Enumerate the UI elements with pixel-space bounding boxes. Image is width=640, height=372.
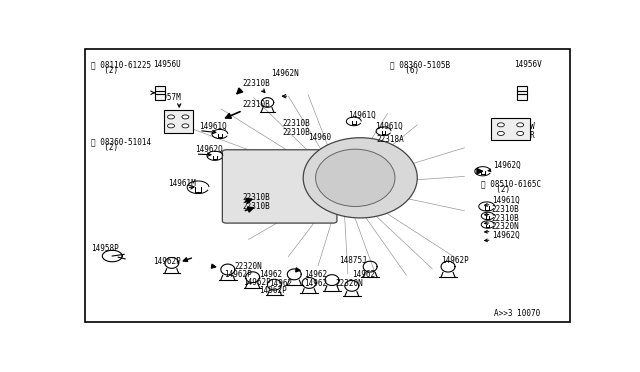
Text: 22310B: 22310B: [243, 100, 271, 109]
Text: 22320N: 22320N: [335, 279, 363, 288]
FancyBboxPatch shape: [85, 49, 570, 323]
Text: 22310B: 22310B: [492, 214, 520, 223]
Text: 22310B: 22310B: [243, 202, 271, 211]
Circle shape: [168, 115, 175, 119]
Circle shape: [516, 131, 524, 135]
Text: 14962P: 14962P: [154, 257, 181, 266]
Circle shape: [168, 124, 175, 128]
Text: 22310B: 22310B: [282, 128, 310, 137]
Text: 14962: 14962: [260, 270, 283, 279]
Text: 14962P: 14962P: [260, 286, 287, 295]
Text: 22318A: 22318A: [376, 135, 404, 144]
Text: 14962Q: 14962Q: [493, 161, 520, 170]
Ellipse shape: [316, 149, 395, 206]
Text: 22310B: 22310B: [243, 193, 271, 202]
Text: 14962N: 14962N: [271, 70, 299, 78]
Text: 14961Q: 14961Q: [492, 195, 520, 205]
Circle shape: [516, 123, 524, 127]
Text: 14961Q: 14961Q: [375, 122, 403, 131]
Text: Ⓢ 08360-5105B: Ⓢ 08360-5105B: [390, 60, 450, 69]
Text: 22320N: 22320N: [235, 262, 262, 271]
Bar: [518, 86, 527, 100]
Text: 14960: 14960: [308, 133, 332, 142]
FancyBboxPatch shape: [222, 150, 337, 223]
Text: 14958P: 14958P: [91, 244, 118, 253]
Text: Ⓢ 08510-6165C: Ⓢ 08510-6165C: [481, 179, 541, 189]
Text: A>>3 10070: A>>3 10070: [494, 309, 540, 318]
Text: 14962: 14962: [304, 270, 327, 279]
Text: 14956W: 14956W: [508, 122, 535, 131]
Text: (6): (6): [396, 66, 420, 75]
Text: 14961Q: 14961Q: [199, 122, 227, 131]
Text: 22310B: 22310B: [243, 79, 271, 88]
Text: 14962: 14962: [269, 279, 292, 288]
Bar: [491, 118, 530, 140]
Text: 22310B: 22310B: [282, 119, 310, 128]
Text: 14957M: 14957M: [154, 93, 181, 102]
Text: 22310B: 22310B: [492, 205, 520, 214]
Text: 14875J: 14875J: [339, 256, 367, 264]
Text: (2): (2): [95, 143, 118, 152]
Ellipse shape: [303, 138, 417, 218]
Text: 14962: 14962: [352, 270, 375, 279]
Text: 14957R: 14957R: [508, 131, 535, 140]
Text: Ⓑ 08110-61225: Ⓑ 08110-61225: [91, 60, 151, 69]
Bar: [156, 86, 165, 100]
Text: Ⓢ 08360-51014: Ⓢ 08360-51014: [91, 137, 151, 146]
Text: (2): (2): [486, 185, 510, 194]
Circle shape: [497, 123, 504, 127]
Text: 22320N: 22320N: [492, 222, 520, 231]
Circle shape: [497, 131, 504, 135]
Text: 14962Q: 14962Q: [196, 145, 223, 154]
Text: 14962P: 14962P: [441, 256, 469, 264]
Text: 14961M: 14961M: [168, 179, 196, 188]
Text: (2): (2): [95, 66, 118, 75]
Text: 14956U: 14956U: [154, 60, 181, 69]
Circle shape: [182, 124, 189, 128]
Circle shape: [182, 115, 189, 119]
Bar: [164, 110, 193, 132]
Text: 14956V: 14956V: [514, 60, 541, 69]
Text: 14962: 14962: [304, 279, 327, 288]
Text: 14962P: 14962P: [224, 270, 252, 279]
Text: 14961Q: 14961Q: [348, 111, 376, 120]
Text: 14962Q: 14962Q: [492, 231, 520, 240]
Text: 14962P: 14962P: [243, 278, 271, 287]
